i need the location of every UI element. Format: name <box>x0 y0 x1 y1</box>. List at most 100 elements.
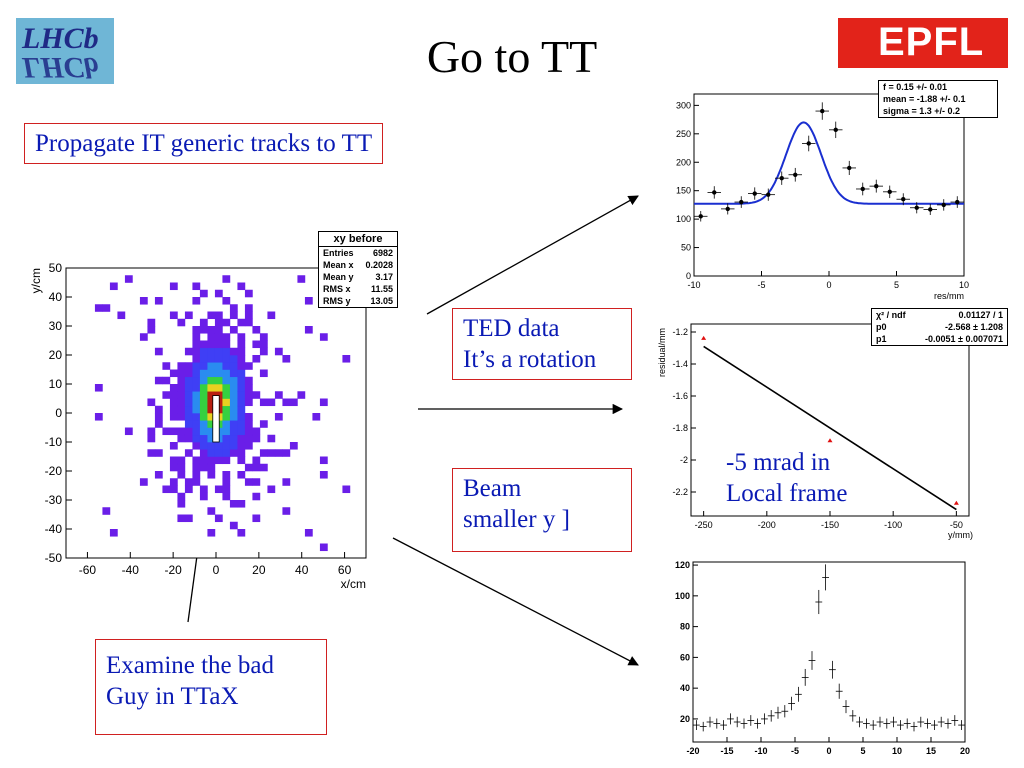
xy-stat-1-value: 0.2028 <box>365 260 393 270</box>
fit-data-point <box>752 191 757 196</box>
xy-y-axis-label: y/cm <box>29 268 43 293</box>
xy-cell <box>214 449 223 457</box>
xy-cell <box>192 333 201 341</box>
xy-cell <box>237 420 246 428</box>
lhcb-logo: LHCb LHCb <box>16 18 114 84</box>
arrow-to-fit-plot <box>426 195 639 315</box>
xy-y-tick-label: 30 <box>49 319 63 333</box>
xy-cell <box>207 420 216 428</box>
xy-cell <box>162 391 171 399</box>
xy-cell <box>229 311 238 320</box>
xy-y-tick-label: 40 <box>49 290 63 304</box>
slide-title: Go to TT <box>426 31 598 82</box>
xy-cell <box>304 297 313 305</box>
xy-cell <box>139 333 148 341</box>
xy-cell <box>222 398 231 407</box>
xy-cell <box>177 384 186 392</box>
fit-x-tick-label: 10 <box>959 280 969 290</box>
xy-cell <box>102 304 111 312</box>
fit-data-point <box>928 207 933 212</box>
xy-y-tick-label: -20 <box>45 464 63 478</box>
xy-cell <box>214 333 223 341</box>
xy-cell <box>192 282 201 291</box>
xy-cell <box>207 369 216 378</box>
line-x-tick-label: -50 <box>950 520 963 530</box>
xy-cell <box>252 434 261 443</box>
fit-y-tick-label: 100 <box>676 214 691 224</box>
fit-x-tick-label: -5 <box>757 280 765 290</box>
xy-cell <box>297 275 306 283</box>
xy-cell <box>207 442 216 450</box>
xy-cell <box>154 297 163 305</box>
xy-cell <box>169 442 178 450</box>
line-y-tick-label: -1.4 <box>672 359 688 369</box>
xy-cell <box>192 413 201 421</box>
xy-cell <box>184 420 193 428</box>
line-param-chi2_ndf-label: χ² / ndf <box>876 310 906 320</box>
xy-cell <box>154 413 163 421</box>
xy-cell <box>199 405 208 414</box>
xy-stat-3-label: RMS x <box>323 284 351 294</box>
xy-cell <box>192 391 201 399</box>
xy-cell <box>192 326 201 334</box>
xy-cell <box>184 376 193 385</box>
xy-cell <box>222 413 231 421</box>
xy-cell <box>229 347 238 356</box>
xy-y-tick-label: 20 <box>49 348 63 362</box>
xy-cell <box>244 289 253 298</box>
xy-cell <box>192 471 201 479</box>
fit-data-point <box>847 165 852 171</box>
xy-cell <box>229 442 238 450</box>
xy-cell <box>214 376 223 385</box>
line-y-tick-label: -2 <box>680 455 688 465</box>
xy-cell <box>154 405 163 414</box>
xy-cell <box>222 442 231 450</box>
xy-cell <box>154 449 163 457</box>
xy-cell <box>139 478 148 486</box>
hist-x-tick-label: 5 <box>860 746 865 756</box>
xy-cell <box>259 347 268 356</box>
xy-cell <box>169 405 178 414</box>
xy-cell <box>177 376 186 385</box>
xy-cell <box>94 304 103 312</box>
xy-cell <box>252 514 261 523</box>
xy-cell <box>222 297 231 305</box>
xy-cell <box>319 333 328 341</box>
xy-cell <box>229 376 238 385</box>
xy-cell <box>237 442 246 450</box>
fit-curve <box>694 121 964 205</box>
xy-cell <box>274 413 283 421</box>
line-param-p1: p1 -0.0051 ± 0.007071 <box>872 333 1007 345</box>
xy-cells <box>94 275 351 552</box>
xy-cell <box>237 333 246 341</box>
xy-cell <box>169 384 178 392</box>
fit-y-tick-label: 200 <box>676 157 691 167</box>
xy-cell <box>162 427 171 436</box>
xy-y-tick-label: 50 <box>49 261 63 275</box>
xy-cell <box>199 384 208 392</box>
xy-cell <box>319 543 328 552</box>
xy-cell <box>177 318 186 327</box>
xy-cell <box>214 485 223 494</box>
xy-cell <box>222 391 231 399</box>
xy-x-tick-label: 60 <box>338 563 352 577</box>
xy-cell <box>222 376 231 385</box>
xy-cell <box>207 529 216 537</box>
xy-cell <box>177 362 186 370</box>
line-fit <box>703 345 957 511</box>
xy-cell <box>289 398 298 407</box>
xy-cell <box>252 340 261 349</box>
xy-cell <box>222 456 231 465</box>
xy-cell <box>162 362 171 370</box>
xy-stats-title: xy before <box>319 232 397 247</box>
xy-cell <box>199 289 208 298</box>
xy-cell <box>147 449 156 457</box>
xy-cell <box>184 391 193 399</box>
fit-data-point <box>820 108 825 114</box>
xy-cell <box>229 362 238 370</box>
xy-cell <box>244 478 253 486</box>
xy-cell <box>237 471 246 479</box>
xy-cell <box>207 347 216 356</box>
xy-cell <box>109 282 118 291</box>
xy-cell <box>177 471 186 479</box>
